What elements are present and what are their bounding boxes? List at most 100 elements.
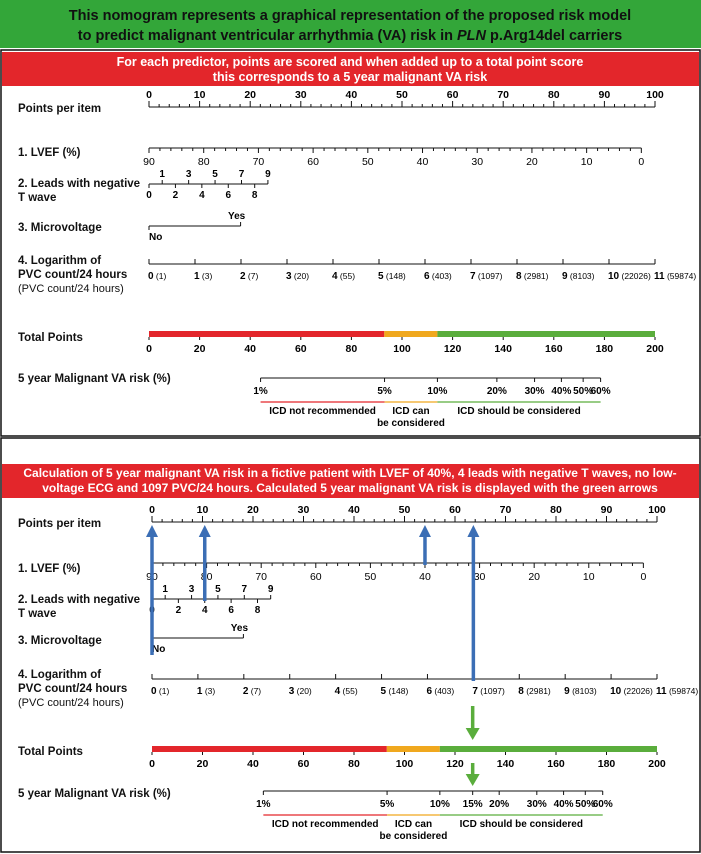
panel1-banner-line2: this corresponds to a 5 year malignant V… [213,70,487,84]
lvef-tick-label: 90 [143,156,155,168]
pvc-tick-label: 8 (2981) [516,271,549,282]
points-tick-label: 0 [149,504,155,516]
header-banner [0,0,701,48]
p1-label-pvc-3: (PVC count/24 hours) [18,283,124,295]
total-tick-label: 180 [598,758,616,770]
points-tick-label: 60 [447,89,459,101]
zone-label-green: ICD should be considered [460,819,583,830]
micro-label-no: No [152,644,165,655]
panel2-banner [2,464,699,498]
leads-tick-label-even: 6 [225,190,231,201]
points-tick-label: 90 [599,89,611,101]
pvc-tick-label: 10 (22026) [610,686,653,697]
points-tick-label: 0 [146,89,152,101]
total-tick-label: 80 [348,758,360,770]
risk-tick-label: 40% [551,386,571,397]
risk-tick-label: 10% [427,386,447,397]
points-tick-label: 50 [396,89,408,101]
pvc-tick-label: 8 (2981) [518,686,551,697]
total-bar-green [437,331,655,337]
micro-label-yes: Yes [231,623,249,634]
total-tick-label: 40 [247,758,259,770]
pvc-tick-label: 4 (55) [335,686,358,697]
risk-tick-label: 30% [527,799,547,810]
zone-label-red: ICD not recommended [272,819,379,830]
pvc-tick-label: 7 (1097) [472,686,505,697]
total-tick-label: 60 [298,758,310,770]
panel2-scales: 0102030405060708090100908070605040302010… [146,504,698,842]
lvef-tick-label: 30 [471,156,483,168]
total-bar-red [149,331,385,337]
points-tick-label: 20 [247,504,259,516]
panel1-banner-line1: For each predictor, points are scored an… [117,55,584,69]
risk-tick-label: 10% [430,799,450,810]
leads-tick-label-odd: 1 [159,169,165,180]
leads-tick-label-odd: 5 [212,169,218,180]
pvc-tick-label: 10 (22026) [608,271,651,282]
risk-tick-label: 15% [463,799,483,810]
lvef-tick-label: 50 [365,571,377,583]
total-tick-label: 20 [194,343,206,355]
total-tick-label: 120 [446,758,464,770]
panel1-border [0,49,701,437]
header-title-line2: to predict malignant ventricular arrhyth… [78,28,622,44]
points-tick-label: 100 [646,89,664,101]
points-tick-label: 10 [197,504,209,516]
panel1-banner [2,52,699,86]
lvef-tick-label: 30 [474,571,486,583]
pvc-tick-label: 6 (403) [424,271,452,282]
p2-label-risk: 5 year Malignant VA risk (%) [18,788,171,800]
risk-tick-label: 5% [380,799,395,810]
points-tick-label: 40 [346,89,358,101]
leads-tick-label-even: 4 [202,605,208,616]
risk-tick-label: 20% [489,799,509,810]
total-tick-label: 60 [295,343,307,355]
points-tick-label: 40 [348,504,360,516]
pvc-tick-label: 11 (59874) [656,686,698,697]
total-tick-label: 140 [497,758,515,770]
pvc-tick-label: 5 (148) [381,686,409,697]
risk-tick-label: 60% [591,386,611,397]
risk-tick-label: 20% [487,386,507,397]
pvc-tick-label: 0 (1) [148,271,166,282]
points-tick-label: 20 [244,89,256,101]
leads-tick-label-even: 2 [176,605,182,616]
total-tick-label: 160 [545,343,563,355]
pvc-tick-label: 1 (3) [197,686,215,697]
total-tick-label: 0 [146,343,152,355]
p1-label-pvc-1: 4. Logarithm of [18,255,101,267]
lvef-tick-label: 60 [310,571,322,583]
total-tick-label: 180 [596,343,614,355]
lvef-tick-label: 80 [198,156,210,168]
p2-label-pvc-3: (PVC count/24 hours) [18,697,124,709]
total-bar-orange [386,746,440,752]
pvc-tick-label: 1 (3) [194,271,212,282]
risk-tick-label: 1% [256,799,271,810]
points-tick-label: 50 [399,504,411,516]
lvef-tick-label: 40 [417,156,429,168]
total-tick-label: 200 [646,343,664,355]
p1-label-micro: 3. Microvoltage [18,222,102,234]
p2-label-pvc-1: 4. Logarithm of [18,669,101,681]
arrow-risk-head [465,774,480,786]
micro-label-no: No [149,232,162,243]
leads-tick-label-odd: 5 [215,584,221,595]
risk-tick-label: 40% [554,799,574,810]
lvef-tick-label: 0 [638,156,644,168]
arrow-microvoltage-head [146,525,158,537]
panel2-banner-line1: Calculation of 5 year malignant VA risk … [23,466,676,480]
pvc-tick-label: 4 (55) [332,271,355,282]
arrow-total-head [465,728,480,740]
lvef-tick-label: 20 [526,156,538,168]
p2-label-lvef: 1. LVEF (%) [18,563,81,575]
p2-label-points: Points per item [18,518,101,530]
micro-label-yes: Yes [228,211,246,222]
pvc-tick-label: 2 (7) [243,686,261,697]
pvc-tick-label: 2 (7) [240,271,258,282]
points-tick-label: 70 [497,89,509,101]
panel2-banner-line2: voltage ECG and 1097 PVC/24 hours. Calcu… [42,481,658,495]
total-tick-label: 20 [197,758,209,770]
